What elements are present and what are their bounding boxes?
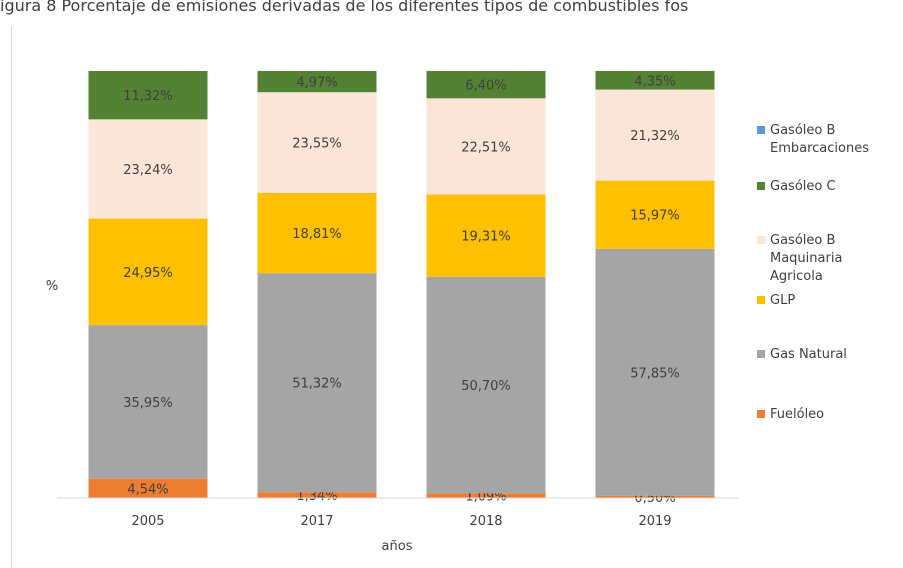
data-label: 21,32% (630, 129, 680, 144)
data-label: 4,35% (634, 74, 675, 89)
bar-segment (257, 492, 377, 498)
bar-segment (257, 273, 377, 493)
legend-label: Fuelóleo (770, 407, 824, 422)
bar-segment (426, 276, 546, 494)
legend-label: Gas Natural (770, 347, 847, 362)
data-label: 4,97% (296, 76, 337, 91)
bar-segment (595, 89, 715, 181)
data-label: 22,51% (461, 140, 511, 155)
legend-swatch (757, 350, 765, 358)
data-label: 4,54% (127, 482, 168, 497)
bar-segment (595, 71, 715, 90)
legend-label: Embarcaciones (770, 141, 869, 156)
bar-segment (595, 180, 715, 249)
legend-swatch (757, 182, 765, 190)
chart-title: igura 8 Porcentaje de emisiones derivada… (0, 0, 689, 15)
bar-segment (88, 325, 208, 479)
x-tick-label: 2005 (131, 514, 164, 529)
bar-segment (88, 478, 208, 498)
legend-swatch (757, 410, 765, 418)
x-axis-title: años (382, 539, 413, 554)
bars-group: 4,54% 35,95% 24,95% 23,24% 11,32% 1,34% 51,32%… (88, 71, 715, 506)
bar-segment (426, 493, 546, 498)
x-tick-label: 2019 (638, 514, 671, 529)
y-axis-title: % (46, 279, 58, 294)
data-label: 51,32% (292, 377, 342, 392)
x-tick-labels: 2005 2017 2018 2019 (131, 514, 671, 529)
data-label: 24,95% (123, 266, 173, 281)
data-label: 15,97% (630, 209, 680, 224)
chart-frame-border (11, 26, 12, 568)
bar-segment (88, 119, 208, 219)
legend-label: Agricola (770, 269, 823, 284)
legend-label: GLP (770, 293, 795, 308)
bar-segment (595, 495, 715, 498)
bar-segment (257, 92, 377, 193)
bar-segment (426, 194, 546, 277)
legend-label: Gasóleo B (770, 123, 835, 138)
legend-label: Gasóleo B (770, 233, 835, 248)
bar-segment (257, 71, 377, 93)
legend: Gasóleo B Embarcaciones Gasóleo C Gasóleo B… (757, 123, 869, 422)
data-label: 11,32% (123, 89, 173, 104)
data-label: 1,09% (465, 490, 506, 505)
data-label: 50,70% (461, 379, 511, 394)
legend-label: Maquinaria (770, 251, 842, 266)
legend-swatch (757, 126, 765, 134)
legend-label: Gasóleo C (770, 179, 836, 194)
bar-segment (257, 192, 377, 274)
data-label: 19,31% (461, 230, 511, 245)
data-label: 57,85% (630, 366, 680, 381)
legend-swatch (757, 236, 765, 244)
data-label: 23,55% (292, 137, 342, 152)
data-label: 6,40% (465, 79, 506, 94)
x-tick-label: 2017 (300, 514, 333, 529)
data-label: 23,24% (123, 163, 173, 178)
legend-swatch (757, 296, 765, 304)
data-label: 18,81% (292, 227, 342, 242)
bar-segment (426, 71, 546, 99)
bar-segment (595, 248, 715, 496)
x-tick-label: 2018 (469, 514, 502, 529)
bar-segment (426, 98, 546, 195)
bar-segment (88, 218, 208, 326)
data-label: 1,34% (296, 489, 337, 504)
bar-segment (88, 71, 208, 120)
data-label: 35,95% (123, 396, 173, 411)
